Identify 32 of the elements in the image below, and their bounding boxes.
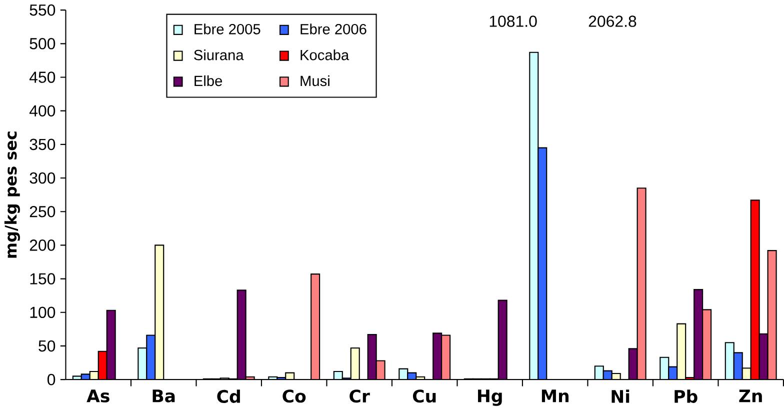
- x-tick-label: Hg: [478, 389, 502, 406]
- y-tick-label: 400: [29, 105, 56, 116]
- x-tick-label: Cd: [217, 389, 240, 403]
- y-tick-label: 50: [38, 340, 56, 352]
- legend-label: Elbe: [194, 75, 222, 86]
- x-tick-label: Cr: [350, 389, 370, 402]
- x-tick-label: Mn: [542, 389, 568, 402]
- x-tick-label: Ni: [612, 389, 630, 403]
- legend-label: Kocaba: [300, 49, 350, 60]
- y-tick-label: 350: [30, 138, 56, 150]
- y-tick-label: 150: [30, 272, 56, 284]
- y-tick-label: 300: [30, 172, 56, 184]
- legend-label: Ebre 2006: [300, 23, 366, 34]
- x-tick-label: Cu: [412, 389, 436, 402]
- y-tick-label: 0: [47, 374, 56, 386]
- legend-label: Siurana: [194, 49, 244, 60]
- annotation: 1081.0: [490, 15, 537, 27]
- y-tick-label: 500: [30, 38, 56, 50]
- annotation: 2062.8: [588, 15, 636, 27]
- x-tick-label: Ba: [152, 389, 175, 402]
- y-tick-label: 550: [30, 4, 56, 16]
- legend-label: Ebre 2005: [194, 23, 260, 34]
- y-tick-label: 200: [30, 239, 56, 251]
- y-tick-label: 250: [30, 206, 56, 218]
- x-tick-label: Zn: [739, 389, 762, 402]
- x-tick-label: Pb: [674, 389, 698, 403]
- x-tick-label: Co: [282, 389, 306, 402]
- legend-label: Musi: [300, 75, 330, 86]
- y-tick-label: 100: [30, 306, 56, 318]
- y-tick-label: 450: [29, 71, 56, 83]
- y-axis-title: mg/kg pes sec: [4, 132, 20, 258]
- x-tick-label: As: [86, 389, 110, 402]
